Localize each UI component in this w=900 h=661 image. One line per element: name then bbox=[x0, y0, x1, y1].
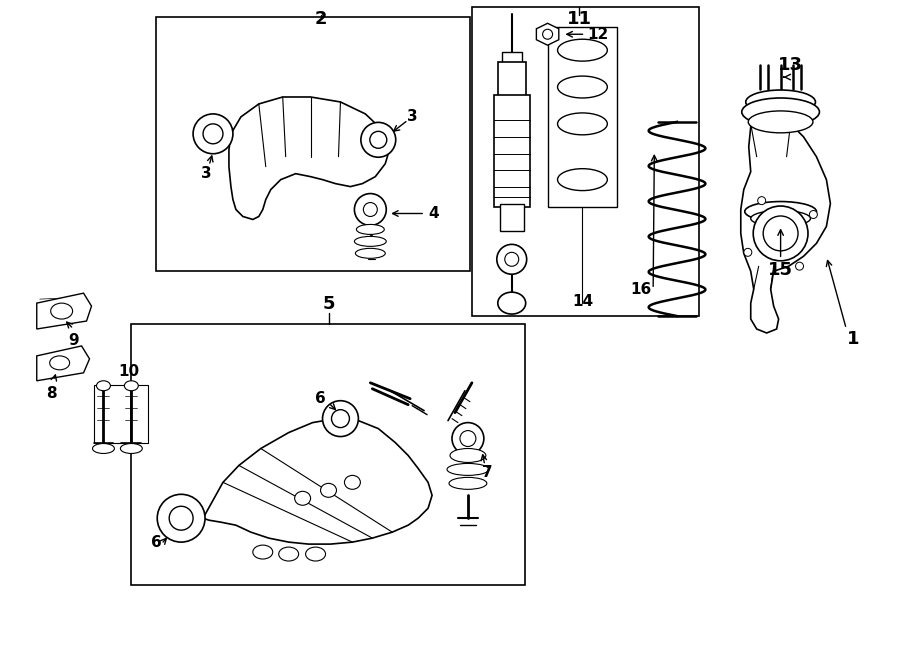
Ellipse shape bbox=[356, 225, 384, 235]
Bar bbox=[94, 385, 148, 442]
Ellipse shape bbox=[194, 114, 233, 154]
Ellipse shape bbox=[356, 249, 385, 258]
Ellipse shape bbox=[294, 491, 310, 505]
Ellipse shape bbox=[124, 381, 139, 391]
Bar bbox=[131, 324, 525, 585]
Ellipse shape bbox=[753, 206, 808, 261]
Ellipse shape bbox=[50, 356, 69, 370]
Ellipse shape bbox=[742, 98, 819, 126]
Bar bbox=[502, 52, 522, 64]
Ellipse shape bbox=[557, 76, 608, 98]
Ellipse shape bbox=[557, 169, 608, 190]
Text: 7: 7 bbox=[482, 465, 492, 480]
Text: 16: 16 bbox=[630, 282, 652, 297]
Ellipse shape bbox=[364, 202, 377, 217]
Polygon shape bbox=[229, 97, 391, 219]
Text: 6: 6 bbox=[151, 535, 162, 550]
Ellipse shape bbox=[331, 410, 349, 428]
Ellipse shape bbox=[497, 245, 526, 274]
Polygon shape bbox=[37, 293, 92, 329]
Polygon shape bbox=[203, 418, 432, 544]
Ellipse shape bbox=[763, 216, 798, 251]
Text: 9: 9 bbox=[68, 333, 79, 348]
Ellipse shape bbox=[449, 477, 487, 489]
Ellipse shape bbox=[50, 303, 73, 319]
Ellipse shape bbox=[203, 124, 223, 144]
Ellipse shape bbox=[355, 194, 386, 225]
Text: 1: 1 bbox=[847, 330, 860, 348]
Ellipse shape bbox=[169, 506, 194, 530]
Ellipse shape bbox=[809, 210, 817, 219]
Text: 5: 5 bbox=[322, 295, 335, 313]
Text: 2: 2 bbox=[314, 11, 327, 28]
Bar bbox=[494, 95, 530, 206]
Bar bbox=[547, 27, 617, 206]
Ellipse shape bbox=[345, 475, 360, 489]
Ellipse shape bbox=[770, 223, 790, 241]
Bar bbox=[500, 204, 524, 231]
Text: 6: 6 bbox=[315, 391, 326, 407]
Ellipse shape bbox=[758, 212, 803, 235]
Bar bbox=[472, 7, 699, 316]
Polygon shape bbox=[536, 23, 559, 45]
Bar bbox=[498, 62, 526, 97]
Text: 11: 11 bbox=[567, 11, 592, 28]
Ellipse shape bbox=[361, 122, 396, 157]
Text: 10: 10 bbox=[119, 364, 140, 379]
Ellipse shape bbox=[796, 262, 804, 270]
Ellipse shape bbox=[758, 197, 766, 205]
Ellipse shape bbox=[322, 401, 358, 436]
Bar bbox=[157, 17, 470, 271]
Ellipse shape bbox=[746, 90, 815, 114]
Ellipse shape bbox=[96, 381, 111, 391]
Ellipse shape bbox=[279, 547, 299, 561]
Text: 4: 4 bbox=[428, 206, 438, 221]
Ellipse shape bbox=[450, 449, 486, 463]
Text: 8: 8 bbox=[47, 386, 57, 401]
Ellipse shape bbox=[744, 249, 752, 256]
Ellipse shape bbox=[121, 444, 142, 453]
Ellipse shape bbox=[158, 494, 205, 542]
Ellipse shape bbox=[751, 210, 811, 227]
Text: 3: 3 bbox=[407, 110, 418, 124]
Polygon shape bbox=[37, 346, 89, 381]
Text: 12: 12 bbox=[588, 26, 608, 42]
Ellipse shape bbox=[306, 547, 326, 561]
Ellipse shape bbox=[498, 292, 526, 314]
Ellipse shape bbox=[320, 483, 337, 497]
Ellipse shape bbox=[447, 463, 489, 475]
Ellipse shape bbox=[460, 430, 476, 447]
Ellipse shape bbox=[543, 29, 553, 39]
Text: 14: 14 bbox=[572, 294, 593, 309]
Ellipse shape bbox=[557, 113, 608, 135]
Ellipse shape bbox=[748, 111, 813, 133]
Ellipse shape bbox=[505, 253, 518, 266]
Ellipse shape bbox=[745, 202, 816, 221]
Ellipse shape bbox=[253, 545, 273, 559]
Text: 3: 3 bbox=[201, 166, 212, 181]
Ellipse shape bbox=[355, 237, 386, 247]
Ellipse shape bbox=[557, 39, 608, 61]
Ellipse shape bbox=[452, 422, 484, 455]
Polygon shape bbox=[741, 102, 831, 333]
Ellipse shape bbox=[370, 132, 387, 148]
Text: 13: 13 bbox=[778, 56, 803, 74]
Text: 15: 15 bbox=[768, 261, 793, 280]
Ellipse shape bbox=[93, 444, 114, 453]
